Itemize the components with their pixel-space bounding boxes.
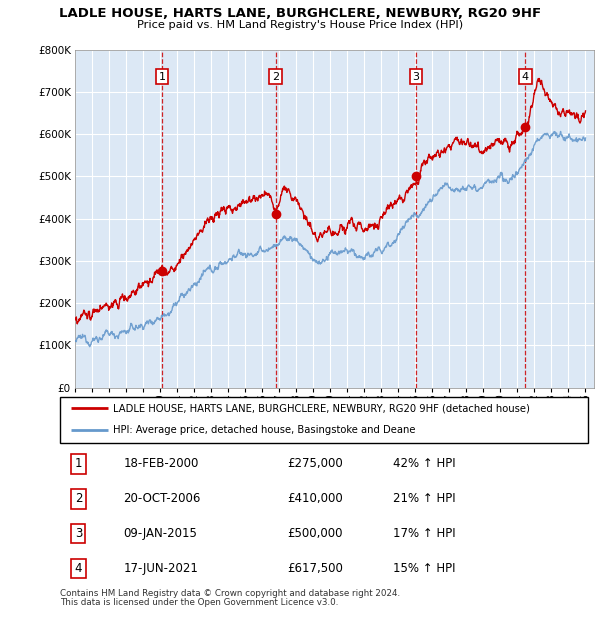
- Text: 2: 2: [272, 72, 280, 82]
- Text: 17% ↑ HPI: 17% ↑ HPI: [392, 527, 455, 540]
- Text: £617,500: £617,500: [287, 562, 343, 575]
- Text: £500,000: £500,000: [287, 527, 343, 540]
- Text: £275,000: £275,000: [287, 458, 343, 471]
- Text: 3: 3: [75, 527, 82, 540]
- Text: LADLE HOUSE, HARTS LANE, BURGHCLERE, NEWBURY, RG20 9HF: LADLE HOUSE, HARTS LANE, BURGHCLERE, NEW…: [59, 7, 541, 20]
- Text: 18-FEB-2000: 18-FEB-2000: [124, 458, 199, 471]
- Text: Price paid vs. HM Land Registry's House Price Index (HPI): Price paid vs. HM Land Registry's House …: [137, 20, 463, 30]
- Text: 2: 2: [75, 492, 82, 505]
- FancyBboxPatch shape: [60, 397, 588, 443]
- Text: 20-OCT-2006: 20-OCT-2006: [124, 492, 201, 505]
- Text: 4: 4: [521, 72, 529, 82]
- Text: 17-JUN-2021: 17-JUN-2021: [124, 562, 198, 575]
- Text: 4: 4: [75, 562, 82, 575]
- Text: Contains HM Land Registry data © Crown copyright and database right 2024.: Contains HM Land Registry data © Crown c…: [60, 589, 400, 598]
- Text: LADLE HOUSE, HARTS LANE, BURGHCLERE, NEWBURY, RG20 9HF (detached house): LADLE HOUSE, HARTS LANE, BURGHCLERE, NEW…: [113, 404, 530, 414]
- Text: 42% ↑ HPI: 42% ↑ HPI: [392, 458, 455, 471]
- Text: 1: 1: [158, 72, 166, 82]
- Text: 21% ↑ HPI: 21% ↑ HPI: [392, 492, 455, 505]
- Text: £410,000: £410,000: [287, 492, 343, 505]
- Text: HPI: Average price, detached house, Basingstoke and Deane: HPI: Average price, detached house, Basi…: [113, 425, 415, 435]
- Text: This data is licensed under the Open Government Licence v3.0.: This data is licensed under the Open Gov…: [60, 598, 338, 607]
- Text: 15% ↑ HPI: 15% ↑ HPI: [392, 562, 455, 575]
- Text: 3: 3: [413, 72, 419, 82]
- Text: 1: 1: [75, 458, 82, 471]
- Text: 09-JAN-2015: 09-JAN-2015: [124, 527, 197, 540]
